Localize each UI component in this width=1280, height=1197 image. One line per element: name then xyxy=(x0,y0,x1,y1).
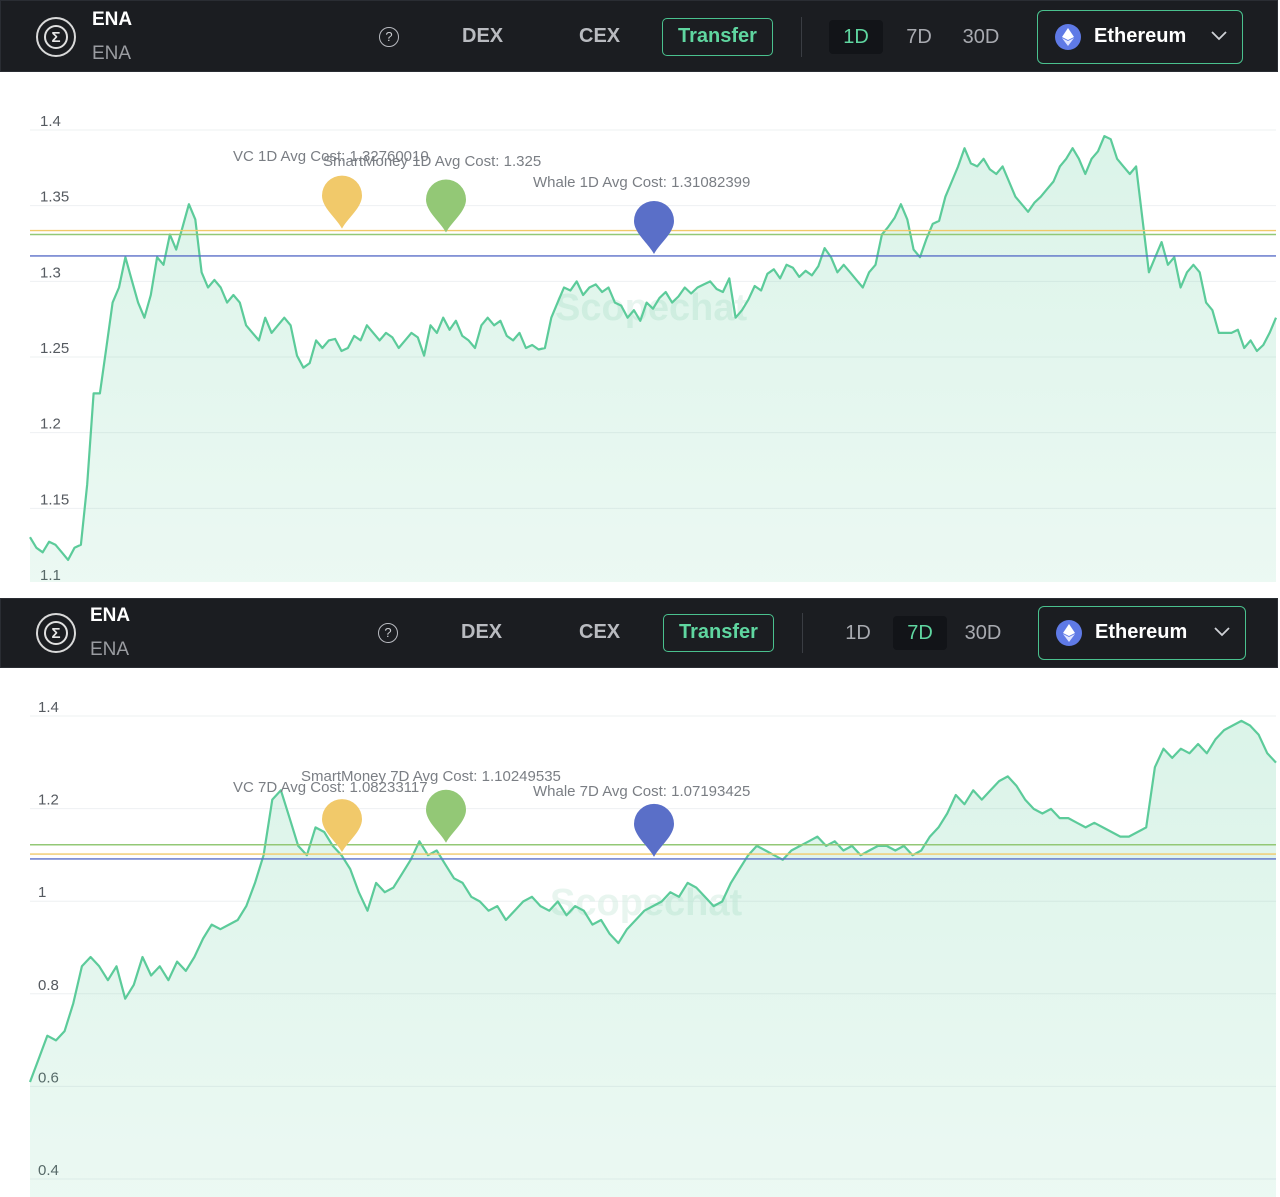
y-tick-label: 1.2 xyxy=(40,416,61,433)
token-symbol: ENA xyxy=(92,9,133,30)
header-divider xyxy=(802,613,803,653)
whale-marker-pin-icon[interactable] xyxy=(634,200,674,254)
y-tick-label: 1 xyxy=(38,884,46,901)
token-subtitle: ENA xyxy=(90,639,130,660)
y-tick-label: 1.3 xyxy=(40,264,61,281)
ethereum-icon xyxy=(1055,24,1081,50)
price-chart-7d[interactable]: 1.41.210.80.60.4ScopechatVC 7D Avg Cost:… xyxy=(0,668,1280,1197)
whale-avg-cost-label: Whale 7D Avg Cost: 1.07193425 xyxy=(533,783,750,800)
range-7d-button[interactable]: 7D xyxy=(906,26,932,48)
y-tick-label: 1.15 xyxy=(40,491,69,508)
price-line[interactable] xyxy=(29,134,1278,561)
price-chart-1d[interactable]: 1.41.351.31.251.21.151.1ScopechatVC 1D A… xyxy=(0,72,1280,582)
ethereum-icon xyxy=(1056,620,1082,646)
cex-tab[interactable]: CEX xyxy=(579,621,621,643)
transfer-tab[interactable]: Transfer xyxy=(663,614,774,652)
vc-avg-cost-label: VC 1D Avg Cost: 1.32760010 xyxy=(233,148,429,165)
range-30d-button[interactable]: 30D xyxy=(962,26,1000,48)
whale-avg-cost-label: Whale 1D Avg Cost: 1.31082399 xyxy=(533,174,750,191)
y-tick-label: 1.35 xyxy=(40,189,69,206)
chevron-down-icon xyxy=(1211,31,1227,41)
top-bar: Σ ENA ENA ? DEX CEX Transfer 1D 7D 30D E… xyxy=(0,598,1278,668)
range-7d-button[interactable]: 7D xyxy=(893,616,947,650)
range-30d-button[interactable]: 30D xyxy=(964,622,1002,644)
chart-panel-1d: Σ ENA ENA ? DEX CEX Transfer 1D 7D 30D E… xyxy=(0,0,1280,582)
smart-marker-pin-icon[interactable] xyxy=(426,179,466,233)
smart-avg-cost-label: SmartMoney 1D Avg Cost: 1.325 xyxy=(323,153,541,170)
chain-selector[interactable]: Ethereum xyxy=(1037,10,1243,64)
token-subtitle: ENA xyxy=(92,43,132,64)
chart-panel-7d: Σ ENA ENA ? DEX CEX Transfer 1D 7D 30D E… xyxy=(0,598,1280,1197)
price-line[interactable] xyxy=(28,719,1277,1083)
chain-label: Ethereum xyxy=(1095,621,1188,643)
vc-avg-cost-label: VC 7D Avg Cost: 1.08233117 xyxy=(233,779,428,796)
chevron-down-icon xyxy=(1214,627,1230,637)
panel-separator xyxy=(0,582,1280,598)
y-tick-label: 1.4 xyxy=(40,113,61,130)
smart-avg-cost-label: SmartMoney 7D Avg Cost: 1.10249535 xyxy=(301,768,561,785)
smart-marker-pin-icon[interactable] xyxy=(426,789,466,843)
vc-marker-pin-icon[interactable] xyxy=(322,175,362,229)
chain-label: Ethereum xyxy=(1094,25,1187,47)
header-divider xyxy=(801,17,802,57)
y-tick-label: 0.8 xyxy=(38,977,59,994)
price-area xyxy=(30,720,1276,1197)
token-logo-icon: Σ xyxy=(36,17,76,57)
price-area xyxy=(30,136,1276,582)
y-tick-label: 1.25 xyxy=(40,340,69,357)
token-symbol: ENA xyxy=(90,605,131,626)
price-chart-svg: 1.41.351.31.251.21.151.1ScopechatVC 1D A… xyxy=(29,113,1278,582)
price-chart-svg: 1.41.210.80.60.4ScopechatVC 7D Avg Cost:… xyxy=(28,699,1277,1197)
top-bar: Σ ENA ENA ? DEX CEX Transfer 1D 7D 30D E… xyxy=(0,0,1278,72)
range-1d-button[interactable]: 1D xyxy=(829,20,883,54)
range-1d-button[interactable]: 1D xyxy=(845,622,871,644)
transfer-tab[interactable]: Transfer xyxy=(662,18,773,56)
y-tick-label: 1.4 xyxy=(38,699,59,716)
dex-tab[interactable]: DEX xyxy=(461,621,503,643)
token-logo-icon: Σ xyxy=(36,613,76,653)
vc-marker-pin-icon[interactable] xyxy=(322,799,362,853)
dex-tab[interactable]: DEX xyxy=(462,25,504,47)
cex-tab[interactable]: CEX xyxy=(579,25,621,47)
question-circle-icon[interactable]: ? xyxy=(378,623,398,643)
y-tick-label: 1.2 xyxy=(38,792,59,809)
question-circle-icon[interactable]: ? xyxy=(379,27,399,47)
whale-marker-pin-icon[interactable] xyxy=(634,803,674,857)
chain-selector[interactable]: Ethereum xyxy=(1038,606,1246,660)
